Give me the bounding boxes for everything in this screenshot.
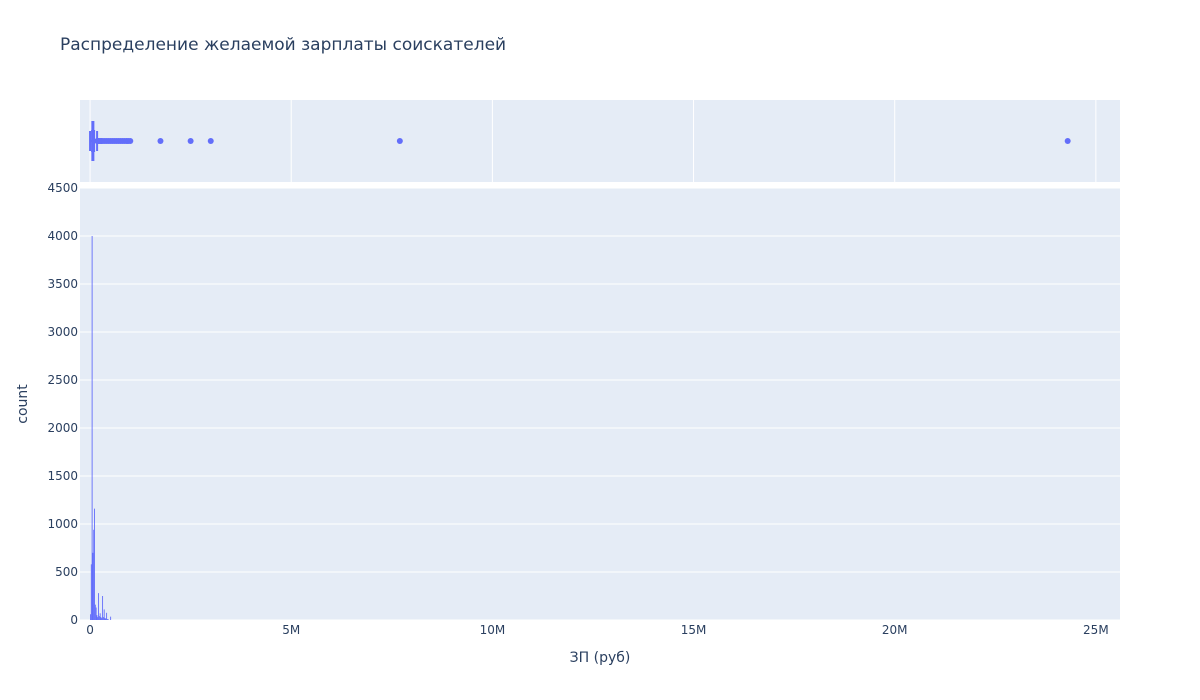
histogram-panel-background [80, 188, 1120, 620]
histogram-bar [92, 552, 94, 620]
chart-title: Распределение желаемой зарплаты соискате… [60, 35, 506, 55]
y-axis-title: count [15, 384, 31, 424]
x-tick-label: 5M [282, 623, 300, 637]
histogram-bar [98, 593, 100, 620]
histogram-bar [90, 614, 91, 620]
box-outlier-point [1064, 138, 1071, 144]
histogram-bar [96, 615, 98, 620]
y-tick-label: 0 [70, 613, 78, 627]
x-tick-label: 10M [480, 623, 506, 637]
box-plot-panel [80, 100, 1120, 182]
y-tick-label: 4000 [47, 229, 78, 243]
histogram-panel [80, 187, 1120, 621]
y-tick-label: 3500 [47, 277, 78, 291]
box-outlier-point [127, 138, 134, 144]
histogram-bar [97, 617, 99, 620]
x-tick-label: 20M [882, 623, 908, 637]
histogram-bar [93, 529, 95, 620]
box-outlier-point [207, 138, 214, 144]
box-outlier-point [187, 138, 194, 144]
histogram-bar [91, 236, 93, 620]
histogram-bar [100, 617, 102, 620]
box-outlier-point [157, 138, 164, 144]
histogram-bar [106, 612, 108, 620]
y-tick-label: 1000 [47, 517, 78, 531]
x-tick-label: 0 [86, 623, 94, 637]
histogram-bar [94, 604, 96, 620]
y-axis-ticks: 0 500 1000 1500 2000 2500 3000 3500 4000 4500 [47, 181, 78, 627]
histogram-bar [101, 618, 103, 620]
box-panel-grid [89, 100, 1097, 182]
histogram-bar [103, 609, 105, 620]
y-tick-label: 1500 [47, 469, 78, 483]
histogram-bar [99, 613, 101, 620]
x-tick-label: 25M [1083, 623, 1109, 637]
histogram-bar [102, 617, 104, 620]
y-tick-label: 2000 [47, 421, 78, 435]
histogram-bar [110, 616, 112, 620]
y-tick-label: 500 [55, 565, 78, 579]
histogram-bar [98, 616, 100, 620]
x-tick-label: 15M [681, 623, 707, 637]
box-outlier-point [396, 138, 403, 144]
y-tick-label: 2500 [47, 373, 78, 387]
histogram-bar [107, 619, 109, 620]
box-plot-marks [89, 121, 1071, 161]
box-panel-background [80, 100, 1120, 182]
x-axis-ticks: 0 5M 10M 15M 20M 25M [86, 623, 1108, 637]
histogram-bar [105, 618, 107, 620]
histogram-bar [90, 564, 92, 620]
histogram-bar [106, 619, 108, 620]
histogram-bar [102, 596, 104, 620]
y-tick-label: 4500 [47, 181, 78, 195]
y-tick-label: 3000 [47, 325, 78, 339]
histogram-grid [80, 187, 1120, 621]
histogram-bars [90, 236, 112, 620]
histogram-bar [95, 607, 97, 620]
histogram-bar [94, 508, 95, 620]
histogram-bar [104, 618, 106, 620]
x-axis-title: ЗП (руб) [570, 650, 631, 666]
